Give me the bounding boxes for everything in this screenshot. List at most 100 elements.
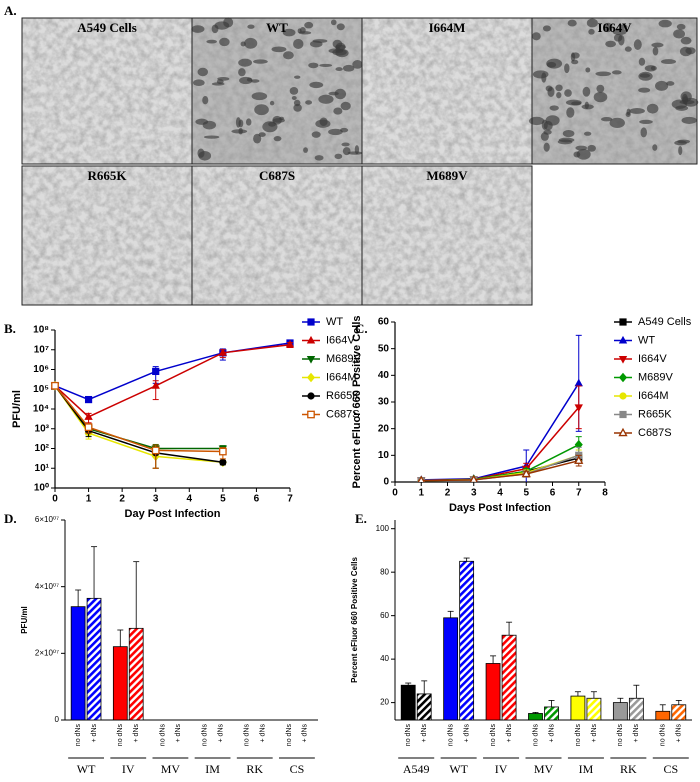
plaque <box>541 72 547 83</box>
plaque <box>294 75 301 79</box>
plaque <box>195 118 209 125</box>
bar-label: + dNs <box>633 724 640 743</box>
plaque <box>305 100 313 105</box>
legend-label: A549 Cells <box>638 316 692 328</box>
plaque <box>543 142 550 152</box>
plaque <box>330 19 337 26</box>
bar-label: + dNs <box>591 724 598 743</box>
y-tick-label: 10⁶ <box>33 364 49 375</box>
y-tick-label: 20 <box>380 698 389 707</box>
plaque <box>666 81 675 86</box>
y-tick-label: 0 <box>383 477 389 488</box>
plaque <box>558 137 575 143</box>
plaque <box>547 86 555 98</box>
marker <box>152 367 160 376</box>
plaque <box>638 57 646 66</box>
marker <box>51 381 59 390</box>
plaque <box>328 128 343 136</box>
y-tick-label: 10⁴ <box>33 404 49 415</box>
y-tick-label: 10⁸ <box>33 325 49 336</box>
bar-label: no dNs <box>405 724 412 747</box>
legend-label: R665K <box>326 390 360 402</box>
bar <box>501 634 517 721</box>
plaque <box>675 105 689 111</box>
plaque <box>282 28 296 37</box>
y-tick-label: 10⁰ <box>34 483 49 494</box>
y-tick-label: 10² <box>35 443 50 454</box>
series-line <box>421 406 580 482</box>
plaque <box>319 63 333 68</box>
group-label: IM <box>579 762 594 776</box>
marker <box>521 468 531 478</box>
plaque <box>193 79 205 87</box>
bar-label: + dNs <box>302 724 309 743</box>
plaque <box>191 25 205 33</box>
plaque <box>342 64 355 72</box>
x-tick-label: 5 <box>523 488 529 499</box>
plaque <box>311 131 321 138</box>
series <box>50 340 295 424</box>
bar-label: no dNs <box>117 724 124 747</box>
bar <box>586 697 602 721</box>
plaque <box>211 24 219 34</box>
plaque <box>206 39 218 44</box>
x-tick-label: 2 <box>445 488 451 499</box>
x-tick-label: 8 <box>602 488 608 499</box>
plaque <box>576 148 591 160</box>
plaque <box>269 100 275 106</box>
plaque <box>680 36 692 45</box>
y-tick-label: 10⁵ <box>33 384 49 395</box>
bar <box>628 697 644 721</box>
x-tick-label: 6 <box>254 494 260 505</box>
plaque <box>197 67 209 77</box>
plaque <box>685 47 696 55</box>
image-label: M689V <box>426 168 468 183</box>
bar <box>86 597 102 721</box>
image-texture <box>362 18 532 164</box>
plaque <box>354 145 360 155</box>
plaque <box>238 119 244 128</box>
y-tick-label: 10³ <box>35 423 50 434</box>
bar <box>128 627 144 721</box>
legend-label: I664V <box>326 334 355 346</box>
panel-label: D. <box>4 511 17 526</box>
image-texture <box>362 166 532 305</box>
plaque <box>333 107 343 115</box>
legend-label: R665K <box>638 408 672 420</box>
plaque <box>328 91 339 96</box>
image-texture <box>532 18 697 164</box>
legend-marker <box>307 392 315 400</box>
plaque <box>619 24 628 29</box>
plaque <box>588 28 595 35</box>
group-label: RK <box>620 762 637 776</box>
legend-label: I664M <box>638 390 669 402</box>
bar-label: no dNs <box>286 724 293 747</box>
x-tick-label: 4 <box>187 494 193 505</box>
y-axis-label: Percent eFluor 660 Positive Cells <box>350 557 359 683</box>
plaque <box>332 39 343 49</box>
image-label: I664M <box>429 20 466 35</box>
plaque <box>336 23 345 31</box>
micrograph: A549 Cells <box>21 17 193 165</box>
y-axis-label: Percent eFluor 660 Positive Cells <box>351 315 363 488</box>
plaque <box>203 135 220 139</box>
bar-label: no dNs <box>532 724 539 747</box>
plaque <box>613 33 623 42</box>
plaque <box>314 155 324 161</box>
x-tick-label: 0 <box>52 494 58 505</box>
group-label: WT <box>77 762 96 776</box>
marker <box>218 348 228 356</box>
legend-marker <box>618 427 628 437</box>
plaque <box>202 96 209 105</box>
plaque <box>583 131 592 136</box>
legend-label: C687S <box>326 408 360 420</box>
plaque <box>258 132 266 137</box>
legend-marker <box>306 335 316 344</box>
x-axis-label: Day Post Infection <box>125 508 221 520</box>
y-tick-label: 60 <box>378 317 390 328</box>
plaque <box>254 104 269 116</box>
plaque <box>253 59 268 64</box>
marker <box>574 404 583 413</box>
plaque <box>334 88 347 100</box>
y-tick-label: 40 <box>378 370 390 381</box>
